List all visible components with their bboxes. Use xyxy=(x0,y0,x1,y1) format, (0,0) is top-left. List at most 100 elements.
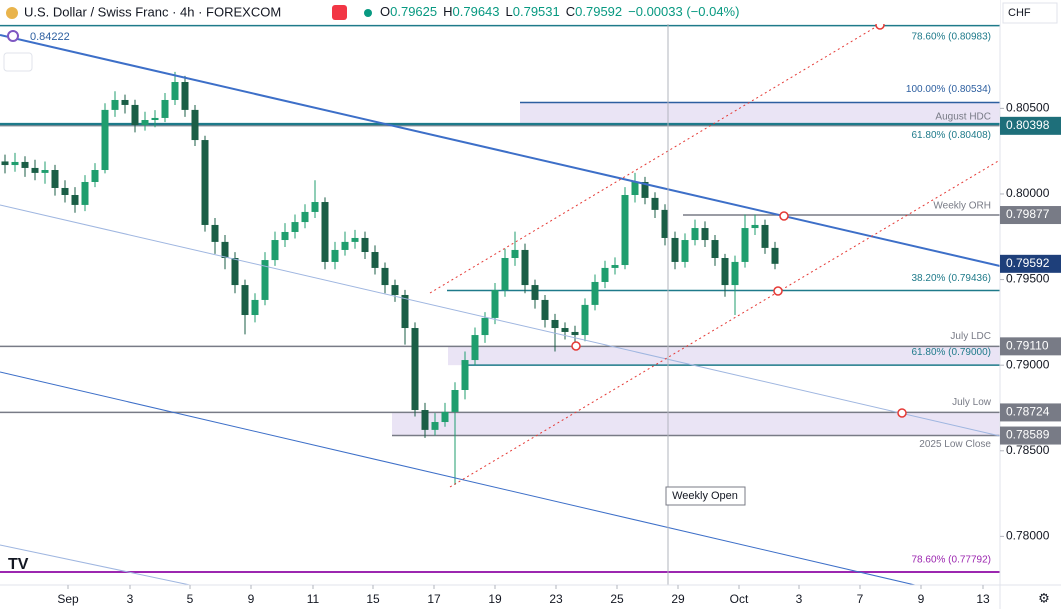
x-tick-label: 15 xyxy=(366,592,380,606)
symbol-icon xyxy=(6,7,18,19)
zone xyxy=(392,412,1000,436)
candle-body xyxy=(461,360,469,390)
ohlc: O0.79625 H0.79643 L0.79531 C0.79592 −0.00033… xyxy=(380,4,739,19)
label-box xyxy=(665,486,746,506)
candle-body xyxy=(431,422,439,430)
candle-body xyxy=(341,241,349,250)
candle-body xyxy=(401,294,409,329)
trendline xyxy=(0,544,191,586)
x-tick-label: 3 xyxy=(796,592,803,606)
x-tick-label: 9 xyxy=(918,592,925,606)
x-tick-label: 23 xyxy=(549,592,563,606)
marker xyxy=(897,408,907,418)
y-tick-label: 0.79000 xyxy=(1006,357,1050,371)
candle-body xyxy=(11,161,19,166)
status-dot xyxy=(364,9,372,17)
ohlc-key: H xyxy=(443,4,452,19)
weekly-open-label: Weekly Open xyxy=(672,490,738,502)
y-tick-label: 0.80500 xyxy=(1006,101,1050,115)
candle-body xyxy=(21,161,29,168)
x-tick-label: 29 xyxy=(671,592,685,606)
x-tick-label: 3 xyxy=(127,592,134,606)
level-label: Weekly ORH xyxy=(933,201,991,212)
candle-body xyxy=(711,240,719,259)
channel-line xyxy=(449,159,1001,488)
candle-body xyxy=(231,258,239,286)
candle-body xyxy=(131,104,139,125)
candle-body xyxy=(271,240,279,261)
candle-body xyxy=(741,228,749,262)
candle-body xyxy=(41,170,49,173)
candle-body xyxy=(391,285,399,295)
candle-body xyxy=(721,258,729,286)
candle-body xyxy=(441,411,449,423)
candle-body xyxy=(541,299,549,320)
ohlc-value: 0.79625 xyxy=(390,4,437,19)
y-tick-label: 0.79500 xyxy=(1006,272,1050,286)
price-badge xyxy=(1000,116,1061,135)
header-title: U.S. Dollar / Swiss Franc · 4h · FOREXCO… xyxy=(24,4,281,19)
candle-body xyxy=(201,140,209,225)
candle-body xyxy=(281,231,289,241)
flag xyxy=(332,5,347,20)
candle-body xyxy=(591,281,599,305)
candle-body xyxy=(161,99,169,118)
candle-body xyxy=(51,170,59,188)
candle-body xyxy=(191,109,199,141)
level-label: 61.80% (0.80408) xyxy=(911,130,991,141)
candle-body xyxy=(171,82,179,100)
price-badge-label: 0.80398 xyxy=(1006,118,1050,132)
x-tick-label: 11 xyxy=(307,592,320,606)
y-tick-label: 0.80000 xyxy=(1006,186,1050,200)
candle-body xyxy=(691,228,699,241)
candle-body xyxy=(421,410,429,430)
zone xyxy=(520,102,1000,125)
level-label: 2025 Low Close xyxy=(919,439,991,450)
candle-body xyxy=(471,335,479,361)
x-tick-label: 7 xyxy=(857,592,864,606)
candle-body xyxy=(481,317,489,336)
candle-body xyxy=(141,120,149,125)
price-badge-label: 0.79110 xyxy=(1006,339,1049,353)
ohlc-value: 0.79531 xyxy=(513,4,560,19)
level-label: 78.60% (0.80983) xyxy=(911,31,991,42)
candle-body xyxy=(151,117,159,121)
ohlc-value: 0.79643 xyxy=(453,4,500,19)
price-badge xyxy=(1000,426,1061,445)
candle-body xyxy=(1,161,9,166)
candle-body xyxy=(571,331,579,336)
marker xyxy=(773,286,783,296)
level-label: July Low xyxy=(952,397,992,408)
x-tick-label: Oct xyxy=(730,592,749,606)
candle-body xyxy=(181,82,189,110)
ohlc-value: 0.79592 xyxy=(575,4,622,19)
candle-body xyxy=(581,304,589,336)
candle-body xyxy=(351,237,359,242)
currency-box[interactable] xyxy=(1002,2,1058,24)
candle-body xyxy=(211,224,219,242)
change: −0.00033 (−0.04%) xyxy=(628,4,739,19)
top-level-label: 0.84222 xyxy=(30,31,70,43)
candle-body xyxy=(621,195,629,266)
price-badge-label: 0.78724 xyxy=(1006,405,1050,419)
ohlc-key: C xyxy=(566,4,575,19)
candle-body xyxy=(561,328,569,332)
candle-body xyxy=(501,258,509,291)
candle-body xyxy=(241,285,249,316)
marker xyxy=(779,211,789,221)
candle-body xyxy=(761,224,769,248)
candle-body xyxy=(751,224,759,229)
candle-body xyxy=(661,209,669,238)
collapse-button[interactable] xyxy=(3,52,33,72)
x-tick-label: 19 xyxy=(488,592,502,606)
candle-body xyxy=(371,252,379,268)
candle-body xyxy=(301,211,309,223)
y-tick-label: 0.78000 xyxy=(1006,529,1050,543)
candle-body xyxy=(81,181,89,205)
price-badge-label: 0.78589 xyxy=(1006,428,1050,442)
level-label: 78.60% (0.77792) xyxy=(911,555,991,566)
price-badge xyxy=(1000,337,1061,356)
candle-body xyxy=(681,240,689,262)
candle-body xyxy=(451,390,459,412)
